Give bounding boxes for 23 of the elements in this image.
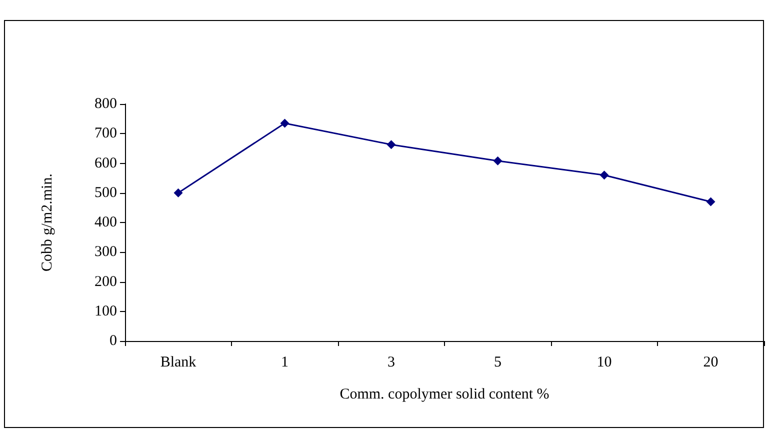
x-axis-title: Comm. copolymer solid content % — [340, 386, 550, 402]
point — [600, 170, 609, 180]
y-tick-label: 500 — [94, 184, 117, 201]
point — [493, 156, 502, 166]
point — [706, 197, 716, 206]
x-tick-label: Blank — [160, 354, 197, 370]
x-tick-label: 10 — [596, 354, 612, 370]
y-tick-label: 700 — [94, 126, 117, 142]
point — [386, 140, 396, 150]
y-tick-label: 100 — [94, 303, 117, 320]
x-tick-label: 3 — [388, 354, 395, 370]
point — [174, 188, 183, 198]
point — [280, 118, 290, 128]
y-axis-title: Cobb g/m2.min. — [40, 174, 56, 272]
y-tick-label: 800 — [94, 96, 117, 112]
y-tick-label: 300 — [94, 244, 117, 260]
x-tick-label: 1 — [281, 354, 288, 370]
y-tick-label: 200 — [94, 274, 117, 290]
y-tick-label: 600 — [94, 155, 117, 172]
x-tick-label: 5 — [494, 354, 502, 370]
y-tick-label: 0 — [110, 333, 117, 349]
x-tick-label: 20 — [703, 354, 718, 370]
y-tick-label: 400 — [94, 214, 117, 230]
